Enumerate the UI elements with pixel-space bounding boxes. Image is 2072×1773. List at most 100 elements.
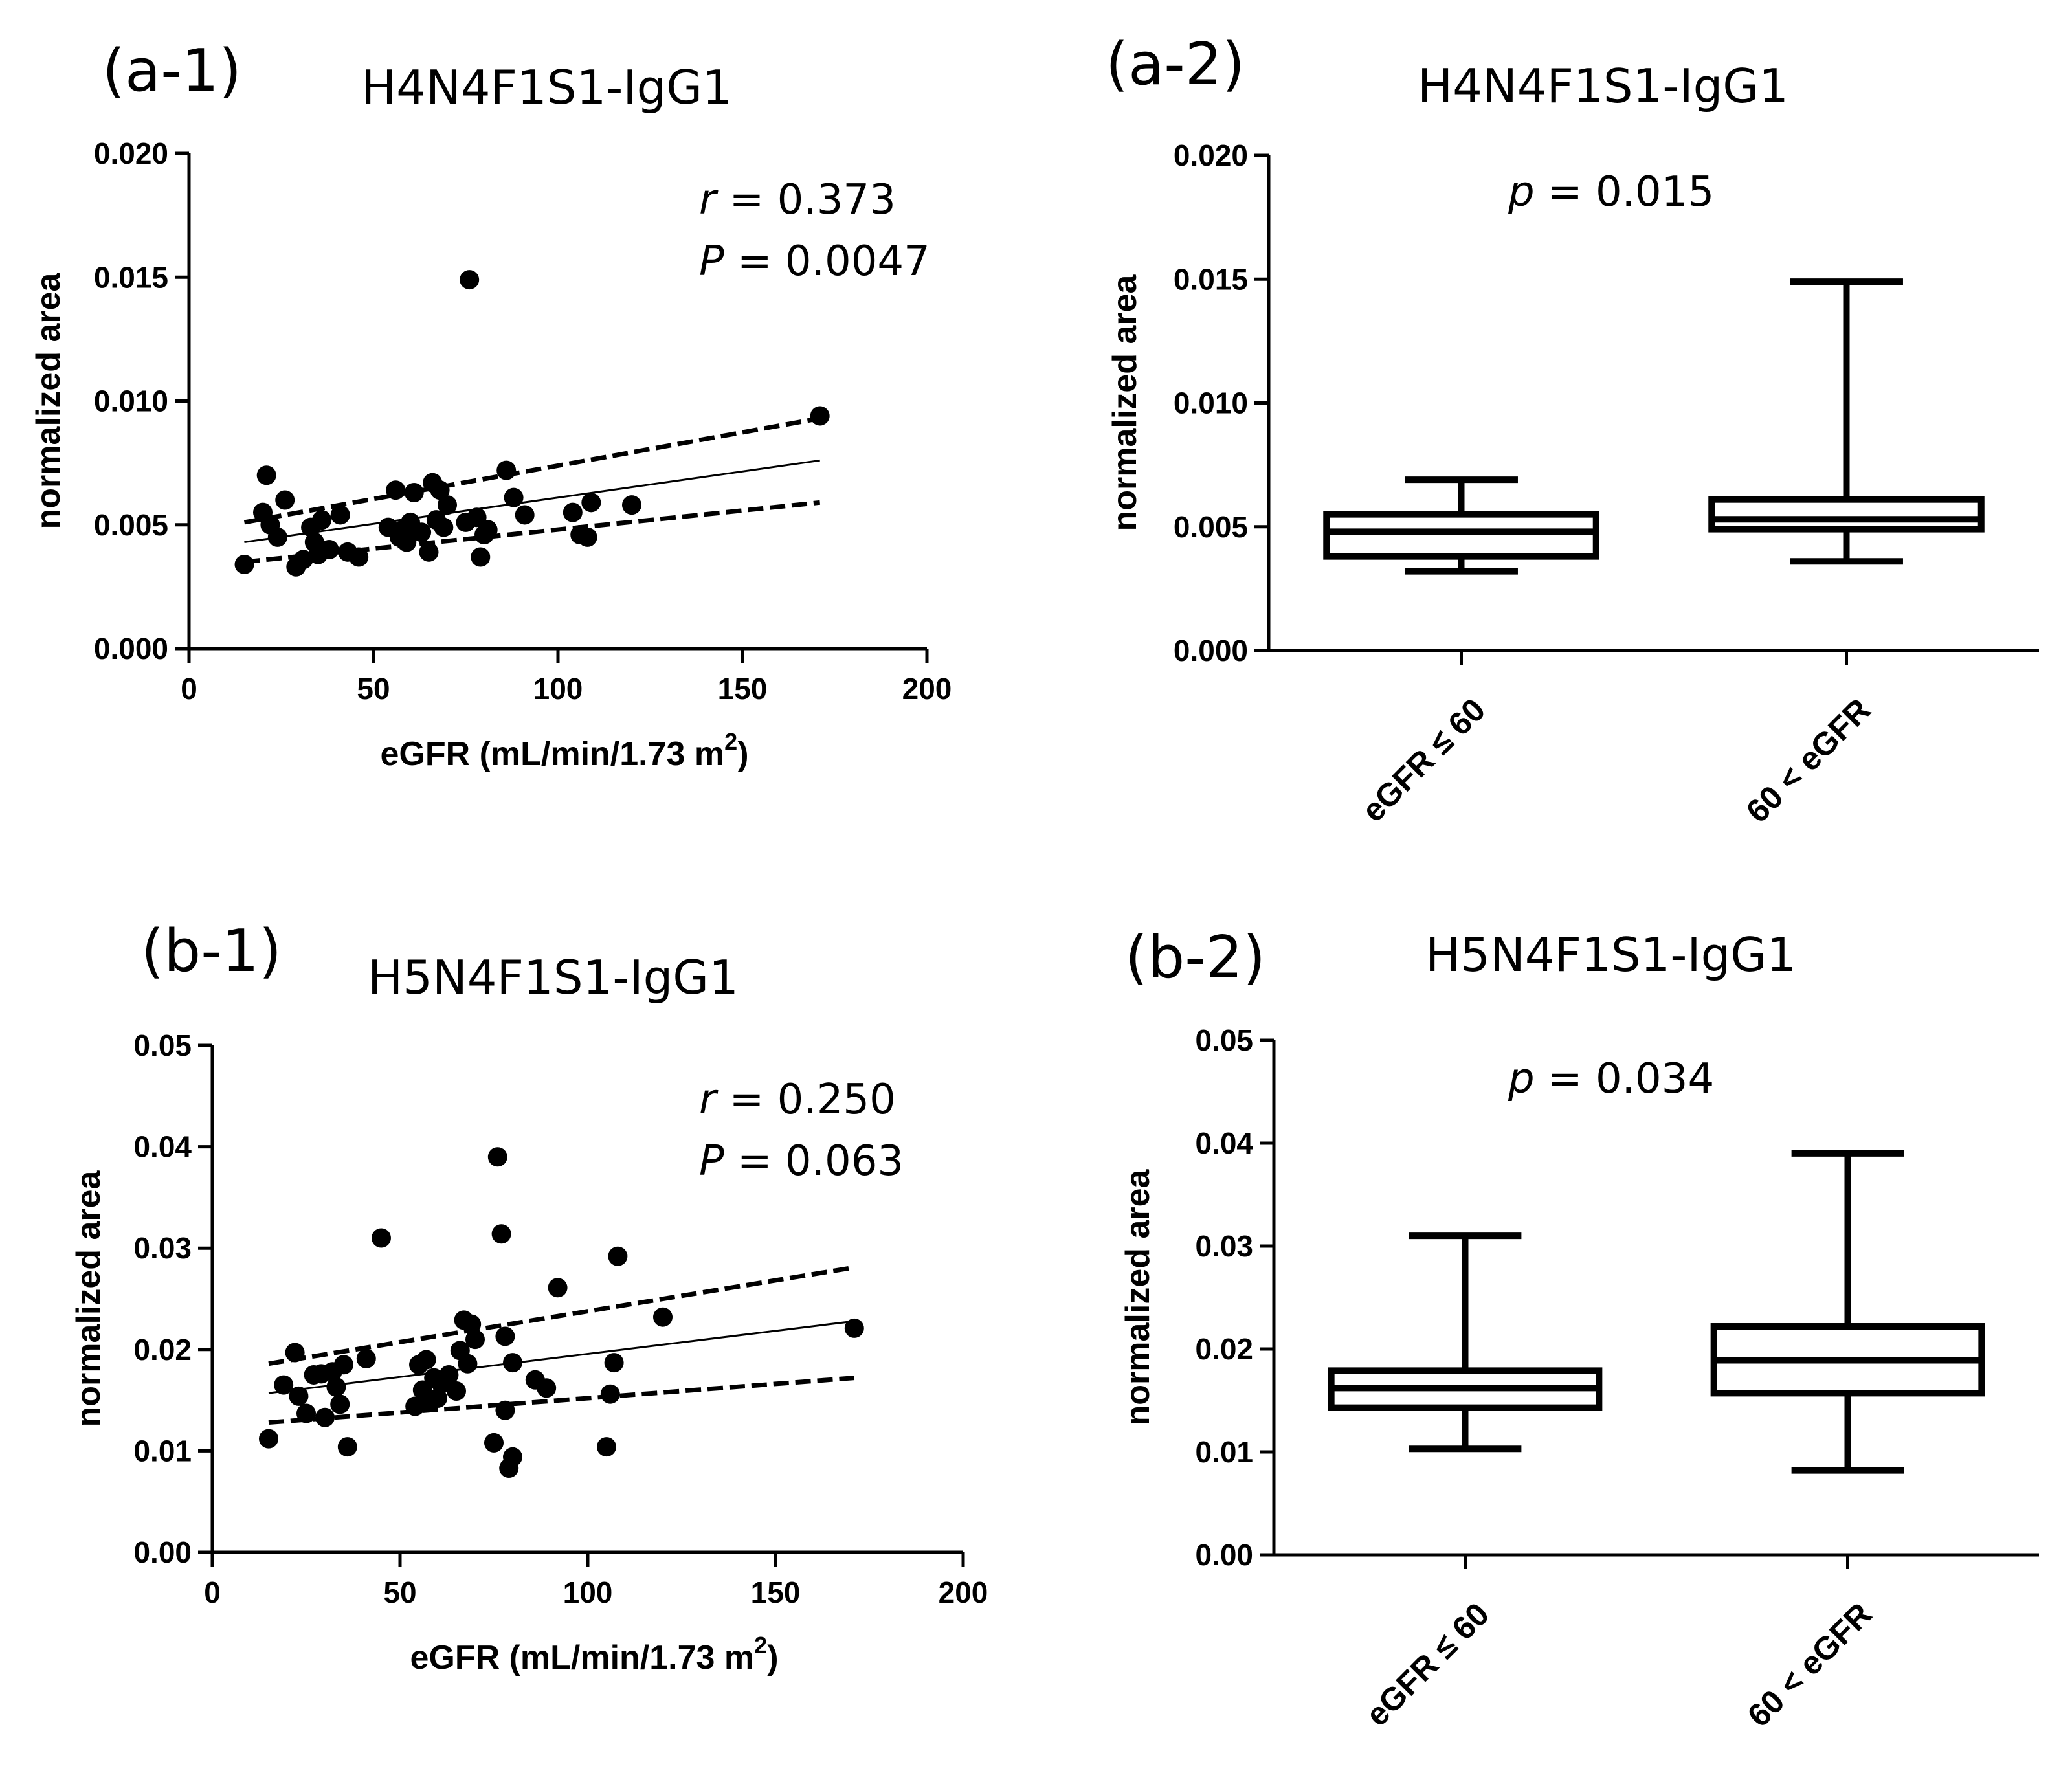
stat-symbol: p [1508,1055,1535,1103]
data-point-b1-46 [844,1318,864,1338]
y-tick-label-b1-4: 0.04 [133,1130,192,1164]
y-tick-label-b1-0: 0.00 [133,1535,192,1569]
y-tick-label-b2-3: 0.03 [1195,1229,1253,1263]
ci-lower-line-b1 [268,1376,855,1425]
chart-title-b2: H5N4F1S1-IgG1 [1425,928,1796,982]
box-iqr-a2-0 [1323,511,1599,560]
stat-value: = 0.0047 [724,238,930,285]
data-point-a1-23 [412,522,432,542]
data-point-a1-17 [386,480,406,500]
data-point-a1-37 [504,487,524,507]
data-point-a1-42 [581,493,601,513]
ci-upper-line-b1 [268,1265,855,1366]
y-tick-label-a2-1: 0.005 [1174,510,1248,544]
data-point-b1-27 [458,1354,478,1374]
data-point-a1-39 [563,502,583,522]
data-point-b1-10 [330,1394,350,1414]
stat-annotation-a1-1: P = 0.0047 [699,238,930,285]
y-tick-label-a2-2: 0.010 [1174,386,1248,420]
box-iqr-a2-1 [1708,496,1985,533]
y-axis-title-b2: normalized area [1119,1168,1157,1425]
data-point-a1-4 [267,527,287,547]
data-point-b1-37 [503,1353,522,1373]
data-point-a1-13 [330,505,350,525]
regression-line-b1 [268,1320,854,1394]
data-point-b1-11 [334,1355,353,1375]
stat-value: = 0.034 [1535,1055,1715,1103]
y-tick-label-b2-5: 0.05 [1195,1023,1253,1057]
data-point-b1-12 [337,1437,357,1457]
stat-symbol: P [699,1137,724,1185]
plot-area-b1: 0.00 0.01 0.02 0.03 0.04 0.05 normalized area 0… [70,1029,988,1677]
data-point-b1-1 [274,1375,294,1395]
data-point-b1-42 [600,1384,620,1404]
y-tick-label-a1-2: 0.010 [94,385,168,418]
data-point-a1-33 [471,547,491,567]
y-tick-label-b2-0: 0.00 [1195,1538,1253,1572]
data-point-b1-34 [495,1400,515,1420]
panel-b1: (b-1) H5N4F1S1-IgG1 0.00 0.01 0.02 0.03 0.04… [70,917,988,1677]
data-point-b1-13 [356,1348,376,1368]
data-point-a1-11 [312,510,332,530]
panel-label-a1: (a-1) [102,37,241,105]
data-point-a1-38 [515,505,535,525]
stat-value: = 0.063 [724,1137,904,1185]
x-axis-title-main: eGFR (mL/min/1.73 m [380,735,724,773]
data-point-a1-20 [397,532,417,552]
data-point-b1-44 [608,1246,628,1266]
data-point-b1-7 [315,1407,335,1427]
stat-annotation-b2-0: p = 0.034 [1508,1055,1714,1103]
data-point-b1-39 [537,1378,557,1398]
y-tick-label-a1-4: 0.020 [94,137,168,170]
data-point-b1-9 [326,1377,346,1397]
y-tick-label-a2-3: 0.015 [1174,262,1248,296]
box-a2-0 [1323,476,1599,575]
stat-symbol: P [699,238,724,285]
data-point-a1-41 [577,527,597,547]
data-point-a1-29 [438,495,457,515]
y-tick-label-b1-2: 0.02 [133,1333,192,1366]
data-point-a1-27 [430,480,450,500]
data-point-a1-31 [460,270,480,290]
stat-value: = 0.373 [716,176,896,224]
stat-annotation-b1-0: r = 0.250 [699,1076,896,1124]
data-point-b1-14 [372,1228,391,1248]
y-tick-label-a1-0: 0.000 [94,632,168,665]
data-point-b1-4 [296,1403,316,1423]
x-tick-label-b1-0: 0 [204,1576,221,1609]
x-axis-title-main: eGFR (mL/min/1.73 m [410,1639,754,1677]
data-point-b1-3 [289,1386,309,1406]
y-tick-label-a1-3: 0.015 [94,260,168,294]
data-point-b1-45 [653,1307,673,1327]
box-b2-1 [1710,1150,1985,1474]
data-point-b1-36 [503,1447,522,1467]
stat-annotation-a1-0: r = 0.373 [699,176,896,224]
data-point-a1-22 [404,483,424,503]
box-a2-1 [1708,278,1985,565]
y-tick-label-b1-5: 0.05 [133,1029,192,1062]
x-tick-label-b1-1: 50 [383,1576,416,1609]
data-point-b1-43 [604,1353,624,1373]
y-axis-title-b1: normalized area [70,1170,107,1427]
x-axis-title-superscript: 2 [754,1632,767,1658]
data-point-b1-28 [462,1314,482,1334]
x-axis-title-a1: eGFR (mL/min/1.73 m2) [380,728,748,773]
chart-title-b1: H5N4F1S1-IgG1 [368,950,739,1005]
data-point-a1-24 [419,542,439,562]
data-point-a1-36 [496,460,517,480]
ci-upper-line-a1 [243,416,821,525]
y-tick-label-b2-1: 0.01 [1195,1435,1253,1469]
data-point-a1-15 [349,547,369,567]
chart-title-a2: H4N4F1S1-IgG1 [1418,59,1788,113]
panel-label-b1: (b-1) [141,917,282,985]
y-tick-label-b1-1: 0.01 [133,1434,192,1467]
regression-line-a1 [244,459,820,544]
y-tick-label-a1-1: 0.005 [94,508,168,542]
data-point-b1-15 [405,1396,425,1416]
y-tick-label-a2-0: 0.000 [1174,634,1248,667]
data-point-b1-32 [491,1224,511,1244]
data-point-b1-30 [484,1433,504,1453]
chart-title-a1: H4N4F1S1-IgG1 [361,60,732,115]
data-point-b1-23 [439,1365,459,1385]
